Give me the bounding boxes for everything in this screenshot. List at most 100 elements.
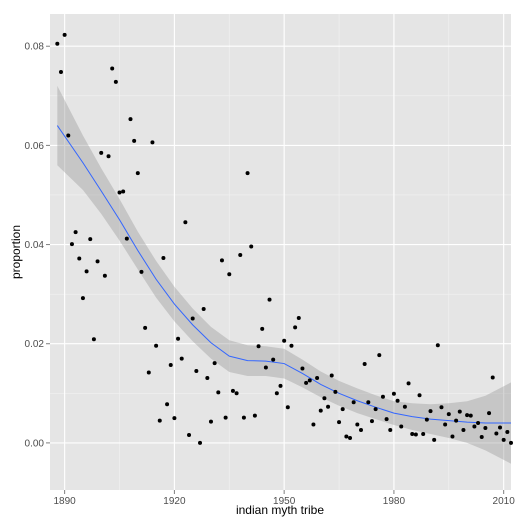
data-point — [106, 154, 111, 159]
plot-panel — [50, 14, 511, 490]
data-point — [285, 405, 290, 410]
data-point — [435, 343, 440, 348]
data-point — [315, 375, 320, 380]
data-point — [230, 388, 235, 393]
data-point — [410, 431, 415, 436]
data-point — [402, 404, 407, 409]
data-point — [311, 422, 316, 427]
data-point — [208, 419, 213, 424]
data-point — [249, 244, 254, 249]
data-point — [135, 171, 140, 176]
data-point — [296, 315, 301, 320]
y-axis-ticks: 0.00 0.02 0.04 0.06 0.08 — [25, 42, 50, 449]
x-tick-label: 1890 — [54, 496, 77, 507]
data-point — [293, 325, 298, 330]
data-point — [201, 307, 206, 312]
data-point — [55, 41, 60, 46]
data-point — [307, 378, 312, 383]
x-axis-ticks: 1890 1920 1950 1980 2010 — [54, 490, 515, 507]
x-tick-label: 1980 — [383, 496, 406, 507]
data-point — [256, 344, 261, 349]
smooth-trend-line — [56, 125, 511, 424]
data-point — [62, 32, 67, 37]
y-tick-label: 0.00 — [25, 438, 45, 449]
data-point — [150, 140, 155, 145]
data-point — [245, 171, 250, 176]
data-point — [399, 424, 404, 429]
data-point — [128, 117, 133, 122]
data-point — [326, 404, 331, 409]
data-point — [487, 411, 492, 416]
data-point — [113, 79, 118, 84]
data-point — [432, 437, 437, 442]
data-point — [483, 426, 488, 431]
data-point — [194, 369, 199, 373]
data-point — [472, 424, 477, 429]
confidence-ribbon — [57, 85, 511, 464]
y-tick-label: 0.04 — [25, 240, 45, 251]
data-point — [91, 337, 96, 342]
data-point — [179, 356, 184, 361]
data-point — [509, 440, 513, 445]
data-point — [421, 431, 426, 436]
y-tick-label: 0.08 — [25, 42, 45, 53]
data-point — [84, 269, 89, 274]
data-point — [110, 66, 115, 71]
data-point — [457, 409, 462, 414]
data-point — [498, 425, 503, 430]
data-point — [165, 402, 170, 407]
data-point — [234, 391, 239, 396]
data-point — [176, 336, 181, 341]
data-point — [388, 428, 393, 432]
data-point — [351, 400, 356, 405]
data-point — [476, 421, 481, 426]
data-point — [198, 440, 203, 445]
data-point — [443, 422, 448, 427]
data-point — [446, 412, 451, 417]
data-point — [212, 361, 217, 366]
data-point — [267, 297, 272, 302]
major-gridlines — [50, 14, 511, 490]
data-point — [219, 258, 224, 263]
data-point — [501, 437, 506, 442]
data-point — [271, 357, 276, 362]
data-point — [479, 434, 484, 439]
data-point — [417, 393, 422, 398]
data-point — [380, 394, 385, 399]
data-point — [58, 70, 63, 75]
data-point — [362, 362, 367, 367]
data-point — [450, 434, 455, 439]
data-point — [95, 259, 100, 264]
data-point — [454, 418, 459, 423]
data-point — [278, 383, 283, 388]
data-point — [161, 255, 166, 260]
data-point — [322, 396, 327, 401]
data-point — [406, 381, 411, 386]
data-point — [348, 435, 353, 440]
data-point — [468, 413, 473, 418]
data-point — [190, 316, 195, 321]
data-point — [168, 363, 173, 368]
data-point — [69, 242, 74, 247]
data-point — [490, 375, 495, 380]
data-point — [132, 138, 137, 143]
data-point — [282, 338, 287, 343]
data-point — [494, 431, 499, 436]
data-point — [344, 434, 349, 439]
data-point — [183, 220, 188, 225]
data-point — [505, 429, 510, 434]
data-point — [143, 325, 148, 330]
y-tick-label: 0.02 — [25, 339, 45, 350]
data-point — [329, 373, 334, 378]
data-point — [289, 343, 294, 348]
data-point — [391, 391, 396, 396]
data-point — [260, 326, 265, 331]
data-point — [187, 432, 192, 437]
minor-gridlines — [50, 14, 511, 490]
data-point — [80, 296, 85, 301]
data-point — [274, 391, 279, 396]
data-point — [340, 407, 345, 412]
data-point — [157, 418, 162, 423]
data-point — [66, 133, 71, 138]
data-point — [439, 405, 444, 410]
